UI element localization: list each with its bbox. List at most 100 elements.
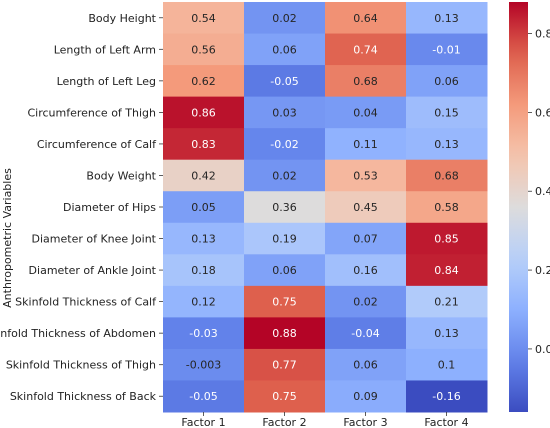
cell-value-label: 0.15 bbox=[434, 106, 459, 119]
row-label: Body Weight bbox=[86, 169, 156, 182]
cell-value-label: 0.04 bbox=[353, 106, 378, 119]
cell-value-label: -0.003 bbox=[186, 359, 221, 372]
heatmap-cell bbox=[406, 33, 488, 66]
heatmap-cell bbox=[163, 285, 245, 318]
cell-value-label: 0.09 bbox=[353, 390, 378, 403]
heatmap-cell bbox=[163, 159, 245, 192]
heatmap-cell bbox=[163, 191, 245, 224]
heatmap-cell bbox=[244, 317, 326, 350]
cell-value-label: 0.02 bbox=[353, 296, 378, 309]
cell-value-label: 0.83 bbox=[191, 138, 216, 151]
cell-value-label: 0.62 bbox=[191, 75, 216, 88]
cell-value-label: 0.06 bbox=[272, 264, 297, 277]
heatmap-cell bbox=[163, 254, 245, 287]
column-labels: Factor 1 Factor 2 Factor 3 Factor 4 bbox=[181, 412, 469, 428]
heatmap-cell bbox=[406, 222, 488, 255]
heatmap-cell bbox=[325, 222, 407, 255]
column-label: Factor 1 bbox=[181, 416, 225, 428]
cell-value-label: 0.13 bbox=[434, 12, 459, 25]
row-label: Diameter of Knee Joint bbox=[32, 233, 157, 246]
row-label: Length of Left Arm bbox=[54, 43, 156, 56]
cell-value-label: 0.07 bbox=[353, 233, 378, 246]
cell-value-label: 0.06 bbox=[353, 359, 378, 372]
cell-value-label: 0.84 bbox=[434, 264, 459, 277]
heatmap-cell bbox=[244, 2, 326, 35]
heatmap-cell bbox=[325, 128, 407, 161]
heatmap-cell bbox=[406, 2, 488, 35]
cell-value-label: 0.54 bbox=[191, 12, 216, 25]
heatmap-cell bbox=[163, 348, 245, 381]
colorbar-gradient bbox=[509, 2, 528, 412]
heatmap-cell bbox=[325, 96, 407, 129]
colorbar-tick-label: 0.8 bbox=[535, 28, 550, 41]
cell-value-label: 0.75 bbox=[272, 296, 297, 309]
heatmap-cell bbox=[325, 65, 407, 98]
colorbar-tick-label: 0.6 bbox=[535, 106, 550, 119]
cell-value-label: -0.03 bbox=[189, 327, 217, 340]
cell-value-label: 0.85 bbox=[434, 233, 459, 246]
cell-value-label: -0.16 bbox=[432, 390, 460, 403]
heatmap-cell bbox=[244, 128, 326, 161]
column-label: Factor 2 bbox=[262, 416, 306, 428]
row-label: Skinfold Thickness of Back bbox=[10, 390, 157, 403]
heatmap-cell bbox=[325, 159, 407, 192]
heatmap-cell bbox=[163, 96, 245, 129]
cell-value-label: 0.06 bbox=[272, 43, 297, 56]
row-label: Skinfold Thickness of Abdomen bbox=[0, 327, 156, 340]
cell-value-label: 0.53 bbox=[353, 169, 378, 182]
heatmap-cell bbox=[406, 317, 488, 350]
heatmap-cell bbox=[244, 348, 326, 381]
heatmap-cell bbox=[163, 2, 245, 35]
cell-value-label: 0.19 bbox=[272, 233, 297, 246]
heatmap-cell bbox=[325, 285, 407, 318]
cell-value-label: 0.86 bbox=[191, 106, 216, 119]
heatmap-cell bbox=[406, 285, 488, 318]
heatmap-cell bbox=[325, 254, 407, 287]
cell-value-label: 0.68 bbox=[434, 169, 459, 182]
heatmap-cell bbox=[244, 222, 326, 255]
cell-value-label: 0.13 bbox=[191, 233, 216, 246]
heatmap-cell bbox=[163, 128, 245, 161]
heatmap-cell bbox=[244, 159, 326, 192]
row-label: Circumference of Calf bbox=[37, 138, 157, 151]
cell-value-label: 0.21 bbox=[434, 296, 459, 309]
row-label: Length of Left Leg bbox=[57, 75, 156, 88]
cell-value-label: 0.13 bbox=[434, 138, 459, 151]
cell-value-label: -0.01 bbox=[432, 43, 460, 56]
heatmap-cell bbox=[244, 65, 326, 98]
cell-value-label: -0.05 bbox=[189, 390, 217, 403]
heatmap-cell bbox=[244, 33, 326, 66]
heatmap-cell bbox=[325, 380, 407, 413]
row-label: Skinfold Thickness of Calf bbox=[15, 296, 157, 309]
heatmap-cell bbox=[244, 96, 326, 129]
heatmap-cell bbox=[244, 191, 326, 224]
heatmap-cell bbox=[406, 159, 488, 192]
row-label: Diameter of Ankle Joint bbox=[29, 264, 157, 277]
heatmap-cell bbox=[406, 191, 488, 224]
heatmap-cell bbox=[406, 254, 488, 287]
row-label: Body Height bbox=[88, 12, 156, 25]
heatmap-cell bbox=[406, 128, 488, 161]
cell-value-label: 0.45 bbox=[353, 201, 378, 214]
cell-value-label: 0.18 bbox=[191, 264, 216, 277]
heatmap-cell bbox=[163, 33, 245, 66]
cell-value-label: -0.04 bbox=[351, 327, 379, 340]
row-label: Diameter of Hips bbox=[63, 201, 156, 214]
cell-value-label: 0.13 bbox=[434, 327, 459, 340]
heatmap-cell bbox=[163, 317, 245, 350]
heatmap-cells: 0.54 0.02 0.64 0.13 0.56 0.06 0.74 -0.01 0.62 -0.… bbox=[163, 2, 488, 413]
heatmap-cell bbox=[244, 254, 326, 287]
row-label: Circumference of Thigh bbox=[27, 106, 156, 119]
cell-value-label: 0.75 bbox=[272, 390, 297, 403]
cell-value-label: 0.77 bbox=[272, 359, 297, 372]
cell-value-label: 0.1 bbox=[438, 359, 456, 372]
colorbar-tick-label: 0.4 bbox=[535, 185, 550, 198]
column-label: Factor 4 bbox=[424, 416, 468, 428]
column-label: Factor 3 bbox=[343, 416, 387, 428]
heatmap-cell bbox=[163, 222, 245, 255]
cell-value-label: 0.05 bbox=[191, 201, 216, 214]
cell-value-label: 0.02 bbox=[272, 169, 297, 182]
cell-value-label: 0.64 bbox=[353, 12, 378, 25]
heatmap-cell bbox=[325, 2, 407, 35]
